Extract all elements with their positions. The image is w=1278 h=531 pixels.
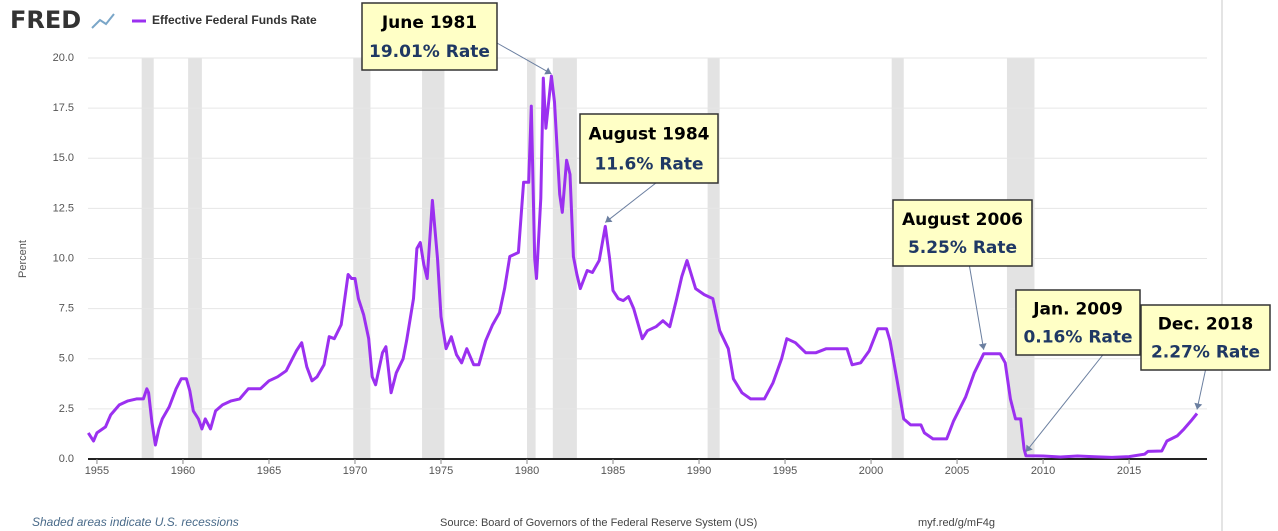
x-tick-label: 2010	[1031, 465, 1055, 477]
y-tick-label: 10.0	[53, 252, 74, 264]
y-tick-label: 2.5	[59, 403, 74, 415]
annotation-box	[579, 113, 719, 184]
annotation-box	[1015, 289, 1141, 356]
annotation-title: June 1981	[381, 13, 477, 33]
annotation-text: 11.6% Rate	[594, 154, 703, 174]
logo-icon	[91, 13, 115, 29]
annotation-arrow	[604, 182, 657, 223]
link: myf.red/g/mF4g	[918, 517, 995, 529]
x-tick-label: 2000	[859, 465, 883, 477]
annotation-text: 0.16% Rate	[1023, 327, 1132, 347]
x-tick-label: 2015	[1117, 465, 1141, 477]
source: Source: Board of Governors of the Federa…	[440, 517, 757, 529]
recession-note: Shaded areas indicate U.S. recessions	[32, 515, 239, 529]
annotation-arrow	[1025, 354, 1104, 453]
x-tick-label: 1980	[515, 465, 539, 477]
annotation-text: 2.27% Rate	[1151, 342, 1260, 362]
annotation-title: Jan. 2009	[1032, 300, 1123, 320]
arrow-head	[1025, 444, 1033, 452]
annotation-text: 5.25% Rate	[908, 238, 1017, 258]
annotation-box	[892, 199, 1033, 267]
y-tick-label: 15.0	[53, 152, 74, 164]
annotation-title: August 1984	[588, 125, 709, 145]
legend-label: Effective Federal Funds Rate	[152, 13, 317, 27]
arrow-head	[544, 67, 552, 75]
x-tick-label: 2005	[945, 465, 969, 477]
arrow-head	[605, 215, 613, 223]
x-tick-label: 1955	[85, 465, 109, 477]
logo: FRED	[10, 6, 81, 34]
annotation-text: 19.01% Rate	[369, 42, 490, 62]
y-tick-label: 7.5	[59, 303, 74, 315]
x-tick-label: 1995	[773, 465, 797, 477]
y-tick-label: 5.0	[59, 353, 74, 365]
annotation-box	[361, 2, 498, 71]
x-tick-label: 1975	[429, 465, 453, 477]
annotation-arrow	[968, 265, 985, 350]
series-line	[87, 74, 1199, 459]
arrow-head	[1194, 402, 1203, 410]
x-tick-label: 1985	[601, 465, 625, 477]
x-tick-label: 1970	[343, 465, 367, 477]
x-tick-label: 1960	[171, 465, 195, 477]
y-tick-label: 20.0	[53, 52, 74, 64]
x-tick-label: 1965	[257, 465, 281, 477]
annotation-box	[1140, 304, 1271, 371]
annotation-arrow	[1196, 369, 1206, 410]
x-tick-label: 1990	[687, 465, 711, 477]
y-tick-label: 17.5	[53, 102, 74, 114]
annotation-title: Dec. 2018	[1158, 315, 1253, 335]
arrow-head	[978, 343, 987, 350]
y-tick-label: 0.0	[59, 453, 74, 465]
annotation-title: August 2006	[902, 210, 1023, 230]
y-tick-label: 12.5	[53, 202, 74, 214]
annotation-arrow	[496, 42, 552, 75]
y-axis-label: Percent	[17, 240, 29, 278]
